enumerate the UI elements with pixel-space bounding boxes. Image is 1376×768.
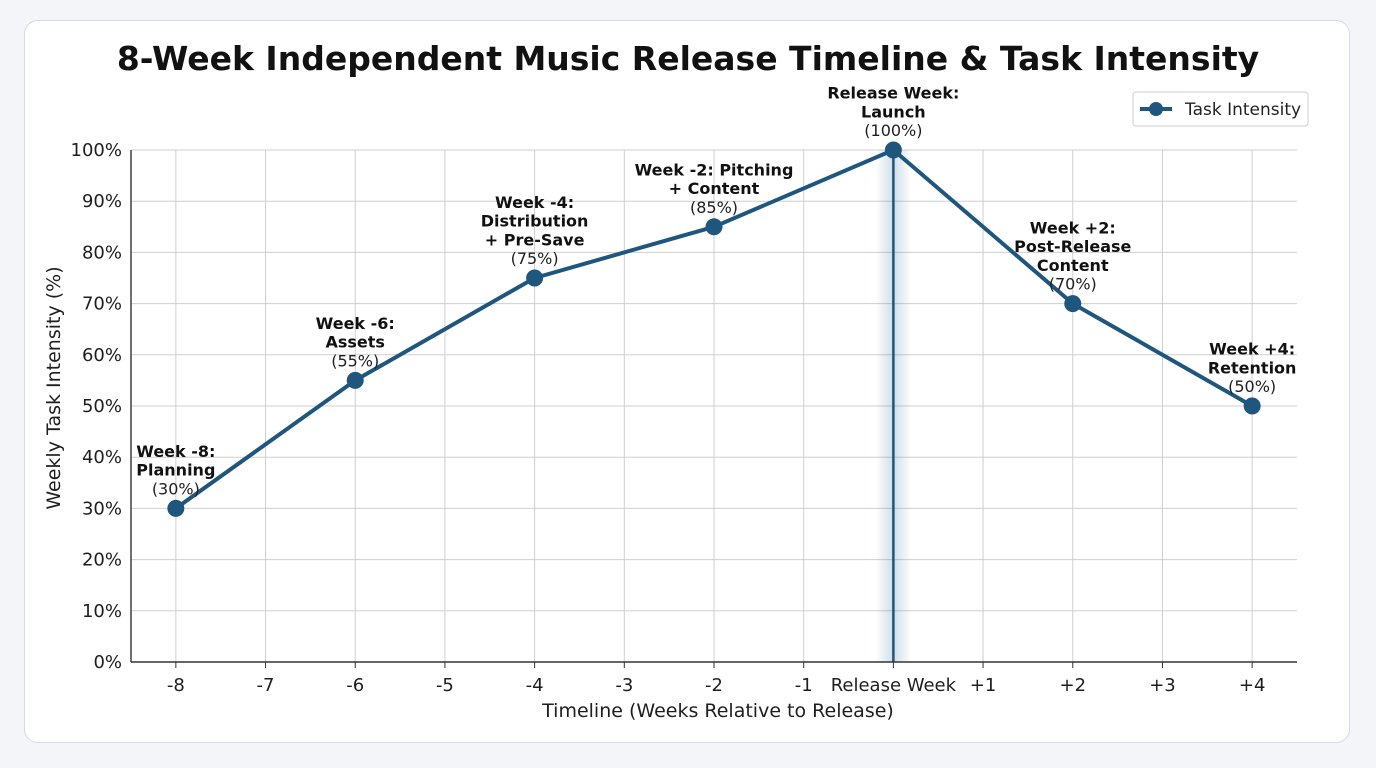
annotation-label: Week -2: Pitching bbox=[635, 160, 794, 179]
release-week-highlight bbox=[875, 150, 912, 662]
data-point bbox=[167, 499, 185, 517]
x-tick-label: -2 bbox=[705, 675, 723, 696]
y-tick-label: 30% bbox=[82, 498, 122, 519]
x-tick-label: -5 bbox=[436, 675, 454, 696]
series bbox=[167, 141, 1261, 517]
data-annotation: (55%) Week -6:Assets bbox=[316, 314, 395, 370]
annotation-label: Week +2: bbox=[1030, 219, 1116, 238]
annotation-label: Content bbox=[1037, 256, 1109, 275]
x-tick-label: -3 bbox=[615, 675, 633, 696]
data-point bbox=[1064, 295, 1082, 313]
x-tick-label: Release Week bbox=[831, 675, 957, 696]
y-tick-label: 10% bbox=[82, 601, 122, 622]
y-axis-label: Weekly Task Intensity (%) bbox=[43, 266, 65, 509]
legend-entry: Task Intensity bbox=[1184, 100, 1301, 120]
annotation-value: (70%) bbox=[1049, 275, 1097, 294]
data-point bbox=[705, 218, 723, 236]
y-tick-label: 50% bbox=[82, 396, 122, 417]
y-tick-label: 40% bbox=[82, 447, 122, 468]
annotation-label: Launch bbox=[861, 102, 926, 121]
legend-box bbox=[1132, 91, 1309, 127]
x-tick-label: -7 bbox=[257, 675, 275, 696]
y-tick-label: 0% bbox=[93, 652, 122, 673]
x-tick-label: -4 bbox=[526, 675, 544, 696]
annotation-label: Week -8: bbox=[136, 442, 215, 461]
annotation-value: (55%) bbox=[331, 351, 379, 370]
data-point bbox=[526, 269, 544, 287]
y-tick-label: 60% bbox=[82, 345, 122, 366]
annotation-label: Assets bbox=[326, 333, 385, 352]
annotation-value: (50%) bbox=[1228, 377, 1276, 396]
x-tick-label: -1 bbox=[795, 675, 813, 696]
x-tick-label: +4 bbox=[1239, 675, 1266, 696]
annotation-label: Planning bbox=[136, 461, 215, 480]
annotation-label: + Pre-Save bbox=[485, 230, 585, 249]
x-tick-label: +3 bbox=[1149, 675, 1176, 696]
annotation-value: (100%) bbox=[864, 121, 922, 140]
annotation-value: (75%) bbox=[511, 249, 559, 268]
data-annotation: (85%) Week -2: Pitching+ Content bbox=[635, 160, 794, 216]
x-tick-label: -6 bbox=[346, 675, 364, 696]
data-annotation: (50%) Week +4:Retention bbox=[1208, 340, 1297, 396]
x-tick-label: -8 bbox=[167, 675, 185, 696]
data-annotation: (100%) Release Week:Launch bbox=[827, 84, 959, 140]
y-tick-label: 100% bbox=[71, 140, 122, 161]
annotation-label: Distribution bbox=[481, 212, 589, 231]
legend-marker bbox=[1149, 102, 1163, 116]
y-tick-label: 70% bbox=[82, 294, 122, 315]
x-tick-label: +2 bbox=[1059, 675, 1086, 696]
x-axis-label: Timeline (Weeks Relative to Release) bbox=[541, 700, 894, 722]
annotation-value: (85%) bbox=[690, 198, 738, 217]
y-tick-label: 20% bbox=[82, 550, 122, 571]
data-point bbox=[1243, 397, 1261, 415]
data-point bbox=[346, 371, 364, 389]
annotations: (30%) Week -8:Planning (55%) Week -6:Assets… bbox=[136, 84, 1296, 499]
x-tick-label: +1 bbox=[970, 675, 997, 696]
data-point bbox=[884, 141, 902, 159]
chart-card bbox=[24, 20, 1350, 743]
annotation-label: Retention bbox=[1208, 358, 1297, 377]
annotation-label: Week -6: bbox=[316, 314, 395, 333]
axes: 0% 10% 20% 30% 40% 50% 60% 70% 80% 90% 100% -8 -7 -6 -… bbox=[71, 140, 1297, 696]
y-tick-label: 90% bbox=[82, 191, 122, 212]
annotation-label: Week -4: bbox=[495, 193, 574, 212]
y-tick-label: 80% bbox=[82, 242, 122, 263]
annotation-value: (30%) bbox=[152, 479, 200, 498]
data-annotation: (75%) Week -4:Distribution+ Pre-Save bbox=[481, 193, 589, 268]
chart-title: 8-Week Independent Music Release Timelin… bbox=[117, 39, 1259, 78]
annotation-label: Week +4: bbox=[1209, 340, 1295, 359]
annotation-label: Post-Release bbox=[1014, 237, 1131, 256]
legend: Task Intensity bbox=[1132, 91, 1309, 127]
annotation-label: Release Week: bbox=[827, 84, 959, 103]
data-annotation: (30%) Week -8:Planning bbox=[136, 442, 215, 498]
annotation-label: + Content bbox=[669, 179, 760, 198]
